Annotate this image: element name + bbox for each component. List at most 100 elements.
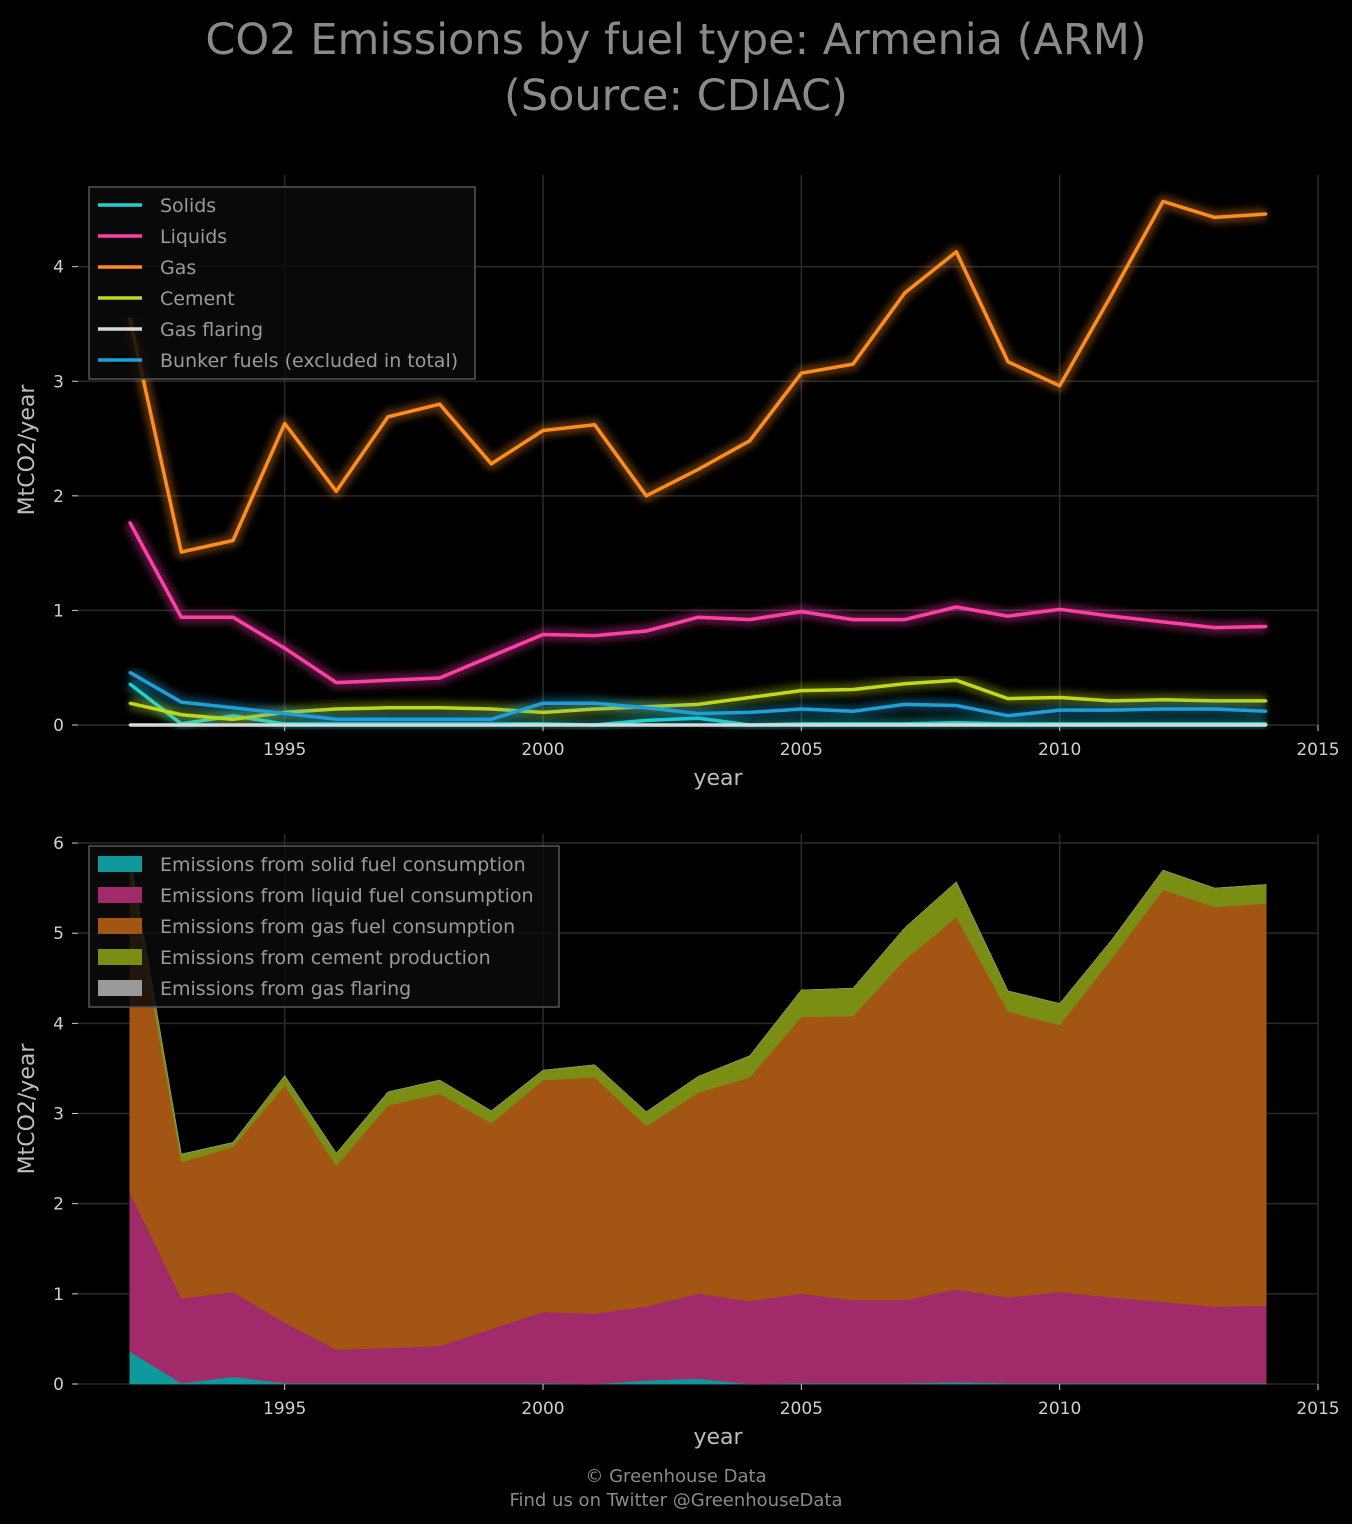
data-point-cement xyxy=(851,688,855,691)
data-point-gas xyxy=(696,468,700,471)
y-tick-label: 4 xyxy=(53,1014,64,1034)
area-emissions-from-gas-flaring xyxy=(129,854,1267,1155)
data-point-gas-flaring xyxy=(1006,723,1010,727)
data-point-cement xyxy=(1110,699,1113,703)
legend-box xyxy=(88,186,476,380)
data-point-gas xyxy=(1058,384,1061,387)
data-point-gas-flaring xyxy=(851,723,855,727)
data-point-bunker-fuels-excluded-in-total xyxy=(231,706,235,709)
data-point-gas xyxy=(541,429,545,432)
data-point-liquids xyxy=(231,616,235,619)
data-point-liquids xyxy=(386,679,390,682)
data-point-bunker-fuels-excluded-in-total xyxy=(438,718,441,721)
legend-label: Gas xyxy=(160,257,196,279)
y-tick-label: 3 xyxy=(53,372,64,392)
footer-copyright: © Greenhouse Data xyxy=(585,1466,766,1487)
x-tick-label: 2005 xyxy=(780,740,823,760)
y-tick-label: 0 xyxy=(53,716,64,736)
legend-label: Cement xyxy=(160,288,235,310)
data-point-gas-flaring xyxy=(955,723,958,727)
data-point-liquids xyxy=(696,616,700,619)
data-point-gas xyxy=(438,403,441,406)
data-point-liquids xyxy=(1265,625,1268,628)
data-point-gas xyxy=(1161,200,1165,203)
legend-label: Emissions from gas fuel consumption xyxy=(160,916,515,938)
x-tick-label: 2015 xyxy=(1296,740,1339,760)
data-point-liquids xyxy=(1161,620,1165,624)
data-point-bunker-fuels-excluded-in-total xyxy=(180,700,183,704)
legend-label: Emissions from gas flaring xyxy=(160,978,411,1000)
data-point-cement xyxy=(335,707,338,711)
data-point-gas xyxy=(386,415,390,418)
data-point-bunker-fuels-excluded-in-total xyxy=(283,712,286,715)
data-point-bunker-fuels-excluded-in-total xyxy=(1058,708,1061,712)
data-point-bunker-fuels-excluded-in-total xyxy=(593,702,596,705)
data-point-bunker-fuels-excluded-in-total xyxy=(645,706,648,709)
data-point-gas xyxy=(1110,294,1113,297)
data-point-bunker-fuels-excluded-in-total xyxy=(1161,707,1165,711)
data-point-bunker-fuels-excluded-in-total xyxy=(955,704,958,707)
data-point-bunker-fuels-excluded-in-total xyxy=(748,711,751,714)
data-point-liquids xyxy=(335,681,338,684)
data-point-gas-flaring xyxy=(645,723,648,727)
y-tick-label: 2 xyxy=(53,487,64,507)
data-point-cement xyxy=(800,689,803,692)
data-point-bunker-fuels-excluded-in-total xyxy=(490,718,493,721)
data-point-bunker-fuels-excluded-in-total xyxy=(128,671,131,674)
data-point-cement xyxy=(748,696,751,699)
y-tick-label: 5 xyxy=(53,924,64,944)
legend-label: Emissions from liquid fuel consumption xyxy=(160,885,534,907)
legend: Emissions from solid fuel consumption Emi… xyxy=(88,845,560,1008)
x-tick-label: 2010 xyxy=(1038,740,1081,760)
data-point-cement xyxy=(1161,698,1165,701)
data-point-bunker-fuels-excluded-in-total xyxy=(851,710,855,713)
data-point-liquids xyxy=(541,633,545,636)
x-tick-label: 2005 xyxy=(780,1399,823,1419)
y-tick-label: 3 xyxy=(53,1105,64,1125)
data-point-liquids xyxy=(1006,614,1010,618)
data-point-gas xyxy=(490,462,493,465)
data-point-bunker-fuels-excluded-in-total xyxy=(1213,707,1216,711)
data-point-gas-flaring xyxy=(1110,723,1113,727)
data-point-bunker-fuels-excluded-in-total xyxy=(335,718,338,721)
data-point-cement xyxy=(955,679,958,682)
data-point-liquids xyxy=(1110,614,1113,618)
legend-label: Bunker fuels (excluded in total) xyxy=(160,350,458,372)
data-point-gas-flaring xyxy=(903,723,906,727)
x-tick-label: 1995 xyxy=(263,1399,306,1419)
data-point-liquids xyxy=(645,629,648,633)
stacked-area-chart-panel: 1995 2000 2005 2010 2015 0 1 2 3 4 5 6 year MtCO2/yea… xyxy=(15,834,1340,1450)
data-point-gas xyxy=(335,490,338,493)
data-point-gas xyxy=(231,539,235,542)
data-point-cement xyxy=(438,706,441,709)
data-point-liquids xyxy=(851,618,855,621)
y-tick-label: 4 xyxy=(53,258,64,278)
data-point-cement xyxy=(180,713,183,716)
data-point-gas-flaring xyxy=(696,723,700,727)
data-point-gas xyxy=(851,362,855,366)
data-point-liquids xyxy=(128,521,131,524)
data-point-gas-flaring xyxy=(1265,723,1268,727)
data-point-cement xyxy=(1213,699,1216,703)
data-point-gas xyxy=(903,291,906,295)
legend-swatch xyxy=(98,918,142,934)
x-axis-label: year xyxy=(693,1425,743,1450)
y-tick-label: 0 xyxy=(53,1375,64,1395)
chart-title: CO2 Emissions by fuel type: Armenia (ARM… xyxy=(205,15,1146,121)
data-point-liquids xyxy=(1058,608,1061,611)
y-tick-label: 6 xyxy=(53,834,64,854)
data-point-liquids xyxy=(180,616,183,619)
data-point-cement xyxy=(696,703,700,706)
data-point-gas-flaring xyxy=(180,723,183,727)
data-point-gas xyxy=(748,439,751,442)
data-point-gas xyxy=(180,550,183,554)
data-point-gas-flaring xyxy=(593,723,596,727)
legend-swatch xyxy=(98,980,142,996)
x-tick-label: 1995 xyxy=(263,740,306,760)
data-point-gas-flaring xyxy=(1161,723,1165,727)
data-point-gas xyxy=(1265,212,1268,216)
data-point-gas-flaring xyxy=(748,723,751,727)
data-point-liquids xyxy=(955,605,958,609)
legend-label: Emissions from cement production xyxy=(160,947,491,969)
data-point-bunker-fuels-excluded-in-total xyxy=(1110,708,1113,712)
